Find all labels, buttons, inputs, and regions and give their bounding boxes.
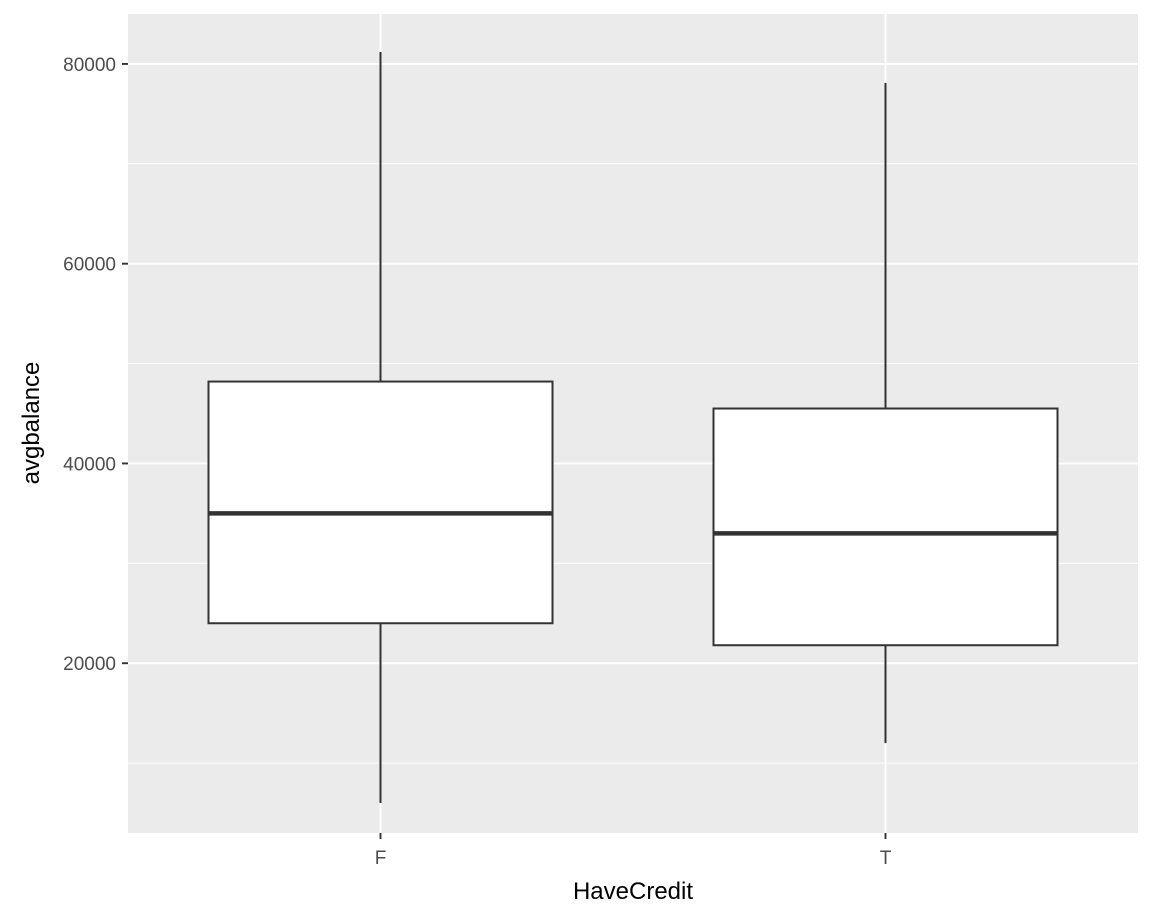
y-tick-label: 20000 [63,654,116,675]
box-body [712,407,1059,647]
x-axis-title: HaveCredit [573,878,693,905]
axes-layer: 20000 40000 60000 80000 F T [63,55,892,869]
box-F [207,51,554,804]
boxes-layer [207,51,1059,804]
y-axis-title: avgbalance [18,362,45,485]
y-tick-label: 60000 [63,255,116,276]
box-T [712,82,1059,744]
box-body [207,380,554,625]
y-tick-label: 80000 [63,55,116,76]
y-tick-label: 40000 [63,454,116,475]
x-tick-label: T [880,848,892,869]
x-tick-label: F [375,848,387,869]
